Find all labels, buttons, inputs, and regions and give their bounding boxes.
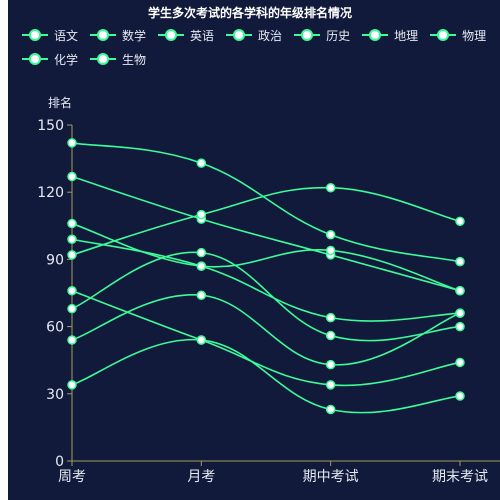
y-tick-label: 60 — [46, 320, 64, 336]
legend-line-icon — [226, 29, 253, 41]
data-point-4-1 — [196, 209, 207, 220]
legend-label: 数学 — [122, 28, 147, 43]
legend-item-5[interactable]: 地理 — [362, 26, 418, 44]
legend-line-icon — [22, 29, 48, 41]
chart-area: 学生多次考试的各学科的年级排名情况 语文 数学 英语 政治 历史 地理 物理化学 生物 0 30… — [8, 0, 500, 500]
data-point-8-0 — [67, 380, 77, 390]
data-point-2-3 — [455, 286, 465, 296]
legend-item-0[interactable]: 语文 — [22, 26, 78, 44]
series-line-1 — [71, 175, 461, 292]
legend-item-4[interactable]: 历史 — [294, 26, 350, 44]
data-point-0-2 — [325, 230, 336, 240]
legend-label: 地理 — [394, 28, 419, 43]
legend-label: 物理 — [462, 28, 487, 43]
data-point-8-2 — [325, 404, 336, 415]
data-point-3-2 — [325, 312, 336, 323]
y-tick-label: 90 — [46, 252, 64, 268]
legend-item-8[interactable]: 生物 — [90, 50, 146, 68]
legend-item-1[interactable]: 数学 — [90, 26, 146, 44]
data-point-6-3 — [455, 321, 465, 332]
series-line-2 — [71, 222, 461, 292]
legend-label: 政治 — [258, 28, 283, 43]
y-axis-label: 排名 — [48, 95, 72, 110]
x-tick-label: 月考 — [187, 469, 215, 485]
y-tick-label: 150 — [37, 118, 64, 134]
data-point-5-0 — [67, 286, 77, 296]
series-line-7 — [71, 294, 461, 366]
data-point-5-3 — [455, 357, 465, 368]
data-point-6-0 — [67, 303, 77, 314]
series-line-3 — [71, 238, 461, 322]
legend-label: 化学 — [54, 52, 79, 67]
legend-label: 生物 — [122, 52, 147, 67]
legend-line-icon — [22, 53, 48, 65]
legend-item-7[interactable]: 化学 — [22, 50, 78, 68]
legend-label: 英语 — [190, 28, 215, 43]
series-line-0 — [71, 142, 461, 263]
chart-title: 学生多次考试的各学科的年级排名情况 — [147, 6, 352, 20]
data-point-3-1 — [196, 261, 207, 271]
x-tick-label: 期中考试 — [303, 469, 359, 485]
data-point-3-0 — [67, 234, 77, 244]
legend-label: 历史 — [326, 28, 351, 43]
x-tick-label: 周考 — [58, 469, 86, 485]
data-point-4-2 — [325, 182, 336, 193]
data-point-7-0 — [67, 335, 77, 345]
data-point-8-3 — [455, 391, 465, 401]
data-point-2-2 — [325, 245, 336, 256]
data-point-0-3 — [455, 256, 465, 267]
data-point-7-1 — [196, 290, 207, 300]
y-tick-label: 120 — [37, 185, 64, 201]
legend-line-icon — [430, 29, 457, 41]
x-tick-label: 期末考试 — [432, 469, 488, 485]
data-point-6-2 — [325, 330, 336, 341]
legend-label: 语文 — [54, 28, 79, 43]
data-point-7-3 — [455, 308, 465, 318]
legend-item-3[interactable]: 政治 — [226, 26, 282, 44]
data-point-6-1 — [196, 247, 207, 258]
y-tick-label: 30 — [46, 387, 64, 403]
legend-line-icon — [90, 53, 117, 65]
data-point-8-1 — [196, 335, 207, 345]
data-point-0-0 — [67, 138, 77, 148]
legend-line-icon — [90, 29, 117, 41]
series-line-4 — [71, 186, 461, 256]
series-line-8 — [71, 338, 461, 414]
data-point-5-2 — [325, 380, 336, 390]
legend-line-icon — [158, 29, 185, 41]
data-point-2-0 — [67, 218, 77, 229]
data-point-0-1 — [196, 158, 207, 168]
data-point-4-0 — [67, 250, 77, 260]
legend-line-icon — [294, 29, 321, 41]
y-tick-label: 0 — [55, 454, 64, 470]
legend-item-6[interactable]: 物理 — [430, 26, 486, 44]
data-point-7-2 — [325, 359, 336, 370]
series-line-6 — [71, 251, 461, 342]
data-point-1-0 — [67, 171, 77, 182]
data-point-4-3 — [455, 216, 465, 227]
legend-line-icon — [362, 29, 389, 41]
legend-item-2[interactable]: 英语 — [158, 26, 214, 44]
legend: 语文 数学 英语 政治 历史 地理 物理化学 生物 — [22, 26, 500, 68]
